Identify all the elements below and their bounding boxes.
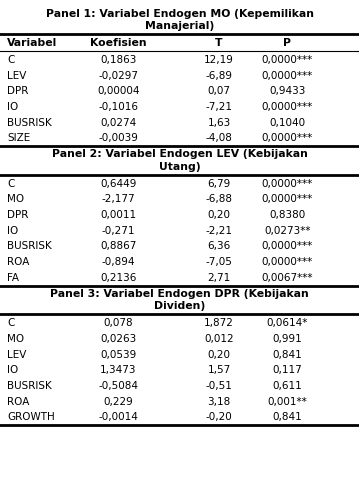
Text: 0,2136: 0,2136 — [100, 273, 137, 283]
Text: BUSRISK: BUSRISK — [7, 242, 52, 251]
Text: 0,6449: 0,6449 — [100, 179, 137, 189]
Text: 0,20: 0,20 — [208, 350, 230, 359]
Text: 0,991: 0,991 — [272, 334, 302, 344]
Text: -0,51: -0,51 — [206, 381, 232, 391]
Text: 0,8380: 0,8380 — [269, 210, 305, 220]
Text: C: C — [7, 179, 15, 189]
Text: -0,1016: -0,1016 — [98, 102, 139, 112]
Text: C: C — [7, 55, 15, 65]
Text: -0,0039: -0,0039 — [98, 134, 139, 143]
Text: -4,08: -4,08 — [206, 134, 232, 143]
Text: SIZE: SIZE — [7, 134, 31, 143]
Text: 0,841: 0,841 — [272, 412, 302, 422]
Text: P: P — [283, 38, 291, 48]
Text: -2,177: -2,177 — [102, 194, 135, 204]
Text: 0,0000***: 0,0000*** — [262, 134, 313, 143]
Text: GROWTH: GROWTH — [7, 412, 55, 422]
Text: 0,9433: 0,9433 — [269, 86, 306, 96]
Text: 0,012: 0,012 — [204, 334, 234, 344]
Text: MO: MO — [7, 194, 24, 204]
Text: 0,117: 0,117 — [272, 365, 302, 375]
Text: 0,078: 0,078 — [104, 318, 133, 328]
Text: 0,00004: 0,00004 — [97, 86, 140, 96]
Text: Panel 1: Variabel Endogen MO (Kepemilikan
Manajerial): Panel 1: Variabel Endogen MO (Kepemilika… — [46, 9, 313, 31]
Text: 0,0067***: 0,0067*** — [261, 273, 313, 283]
Text: -6,89: -6,89 — [205, 71, 233, 81]
Text: 0,0263: 0,0263 — [101, 334, 136, 344]
Text: IO: IO — [7, 365, 18, 375]
Text: 6,36: 6,36 — [208, 242, 230, 251]
Text: 2,71: 2,71 — [208, 273, 230, 283]
Text: T: T — [215, 38, 223, 48]
Text: DPR: DPR — [7, 86, 29, 96]
Text: 0,0000***: 0,0000*** — [262, 71, 313, 81]
Text: -7,05: -7,05 — [206, 257, 232, 267]
Text: 3,18: 3,18 — [208, 397, 230, 407]
Text: Panel 3: Variabel Endogen DPR (Kebijakan
Dividen): Panel 3: Variabel Endogen DPR (Kebijakan… — [50, 289, 309, 311]
Text: 0,0000***: 0,0000*** — [262, 102, 313, 112]
Text: 0,20: 0,20 — [208, 210, 230, 220]
Text: 12,19: 12,19 — [204, 55, 234, 65]
Text: 1,872: 1,872 — [204, 318, 234, 328]
Text: 0,0000***: 0,0000*** — [262, 179, 313, 189]
Text: -0,20: -0,20 — [206, 412, 232, 422]
Text: 0,0000***: 0,0000*** — [262, 194, 313, 204]
Text: Panel 2: Variabel Endogen LEV (Kebijakan
Utang): Panel 2: Variabel Endogen LEV (Kebijakan… — [52, 149, 307, 172]
Text: FA: FA — [7, 273, 19, 283]
Text: DPR: DPR — [7, 210, 29, 220]
Text: ROA: ROA — [7, 397, 29, 407]
Text: 0,0614*: 0,0614* — [266, 318, 308, 328]
Text: 0,1863: 0,1863 — [100, 55, 137, 65]
Text: -0,271: -0,271 — [102, 226, 135, 236]
Text: 0,229: 0,229 — [104, 397, 133, 407]
Text: C: C — [7, 318, 15, 328]
Text: LEV: LEV — [7, 350, 27, 359]
Text: 0,0011: 0,0011 — [101, 210, 136, 220]
Text: -0,0297: -0,0297 — [98, 71, 139, 81]
Text: LEV: LEV — [7, 71, 27, 81]
Text: 1,57: 1,57 — [208, 365, 230, 375]
Text: 0,07: 0,07 — [208, 86, 230, 96]
Text: -7,21: -7,21 — [205, 102, 233, 112]
Text: IO: IO — [7, 102, 18, 112]
Text: 0,001**: 0,001** — [267, 397, 307, 407]
Text: 1,63: 1,63 — [208, 118, 230, 128]
Text: 0,0274: 0,0274 — [101, 118, 136, 128]
Text: 0,0000***: 0,0000*** — [262, 242, 313, 251]
Text: 0,611: 0,611 — [272, 381, 302, 391]
Text: Variabel: Variabel — [7, 38, 57, 48]
Text: BUSRISK: BUSRISK — [7, 118, 52, 128]
Text: 0,1040: 0,1040 — [269, 118, 305, 128]
Text: MO: MO — [7, 334, 24, 344]
Text: 0,841: 0,841 — [272, 350, 302, 359]
Text: BUSRISK: BUSRISK — [7, 381, 52, 391]
Text: 0,0000***: 0,0000*** — [262, 55, 313, 65]
Text: IO: IO — [7, 226, 18, 236]
Text: 0,0273**: 0,0273** — [264, 226, 311, 236]
Text: 0,0539: 0,0539 — [101, 350, 136, 359]
Text: ROA: ROA — [7, 257, 29, 267]
Text: -0,894: -0,894 — [102, 257, 135, 267]
Text: -0,5084: -0,5084 — [98, 381, 139, 391]
Text: 0,8867: 0,8867 — [100, 242, 137, 251]
Text: -0,0014: -0,0014 — [98, 412, 139, 422]
Text: -6,88: -6,88 — [205, 194, 233, 204]
Text: 6,79: 6,79 — [208, 179, 230, 189]
Text: 0,0000***: 0,0000*** — [262, 257, 313, 267]
Text: -2,21: -2,21 — [205, 226, 233, 236]
Text: Koefisien: Koefisien — [90, 38, 147, 48]
Text: 1,3473: 1,3473 — [100, 365, 137, 375]
